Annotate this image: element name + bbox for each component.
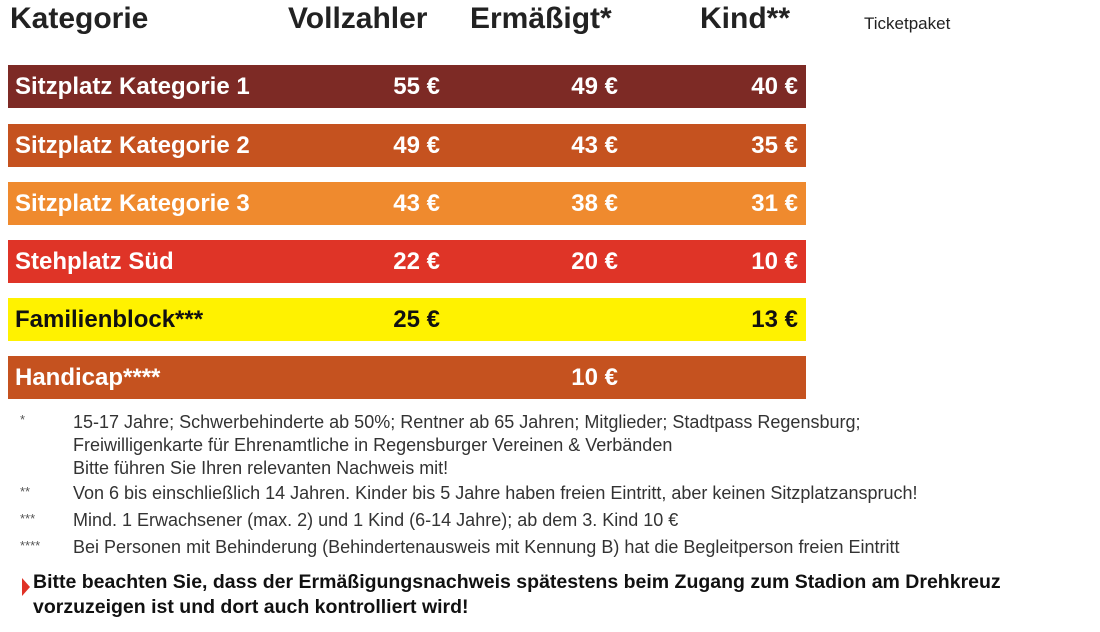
row-label: Sitzplatz Kategorie 1 (15, 73, 250, 100)
row-label: Handicap**** (15, 364, 161, 391)
footnote-text: Von 6 bis einschließlich 14 Jahren. Kind… (73, 483, 918, 503)
notice-line: Bitte beachten Sie, dass der Ermäßigungs… (33, 571, 1001, 593)
table-row: Sitzplatz Kategorie 2 49 € 43 € 35 € (8, 124, 806, 167)
header-full: Vollzahler (288, 2, 428, 35)
price-child: 13 € (751, 306, 798, 333)
footnote-mark: **** (20, 538, 41, 553)
header-package: Ticketpaket (864, 14, 951, 33)
price-reduced: 49 € (571, 73, 618, 100)
footnote-text: Bitte führen Sie Ihren relevanten Nachwe… (73, 458, 449, 478)
notice-line: vorzuzeigen ist und dort auch kontrollie… (33, 596, 469, 618)
table-row: Stehplatz Süd 22 € 20 € 10 € (8, 240, 806, 283)
price-child: 35 € (751, 132, 798, 159)
row-label: Stehplatz Süd (15, 248, 174, 275)
footnote-mark: *** (20, 511, 36, 526)
arrow-icon (22, 578, 30, 596)
price-reduced: 43 € (571, 132, 618, 159)
footnote-text: Freiwilligenkarte für Ehrenamtliche in R… (73, 435, 673, 455)
footnote-mark: * (20, 412, 26, 427)
price-full: 49 € (393, 132, 440, 159)
footnote-text: Mind. 1 Erwachsener (max. 2) und 1 Kind … (73, 510, 679, 530)
price-full: 25 € (393, 306, 440, 333)
price-full: 43 € (393, 190, 440, 217)
table-row: Familienblock*** 25 € 13 € (8, 298, 806, 341)
table-row: Sitzplatz Kategorie 3 43 € 38 € 31 € (8, 182, 806, 225)
row-label: Sitzplatz Kategorie 3 (15, 190, 250, 217)
footnote-text: Bei Personen mit Behinderung (Behinderte… (73, 537, 900, 557)
price-reduced: 10 € (571, 364, 618, 391)
table-row: Handicap**** 10 € (8, 356, 806, 399)
price-child: 40 € (751, 73, 798, 100)
price-reduced: 38 € (571, 190, 618, 217)
price-full: 55 € (393, 73, 440, 100)
price-child: 10 € (751, 248, 798, 275)
row-label: Familienblock*** (15, 306, 204, 333)
header-reduced: Ermäßigt* (470, 2, 612, 35)
header-child: Kind** (700, 2, 790, 35)
footnote-mark: ** (20, 484, 31, 499)
price-full: 22 € (393, 248, 440, 275)
price-reduced: 20 € (571, 248, 618, 275)
price-child: 31 € (751, 190, 798, 217)
footnote-text: 15-17 Jahre; Schwerbehinderte ab 50%; Re… (73, 412, 861, 432)
header-category: Kategorie (10, 2, 149, 35)
table-row: Sitzplatz Kategorie 1 55 € 49 € 40 € (8, 65, 806, 108)
row-label: Sitzplatz Kategorie 2 (15, 132, 250, 159)
